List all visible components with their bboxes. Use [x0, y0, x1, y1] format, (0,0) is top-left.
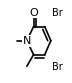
- Text: N: N: [23, 36, 31, 46]
- Text: O: O: [29, 8, 38, 18]
- Text: Br: Br: [52, 8, 63, 18]
- Text: Br: Br: [52, 62, 63, 72]
